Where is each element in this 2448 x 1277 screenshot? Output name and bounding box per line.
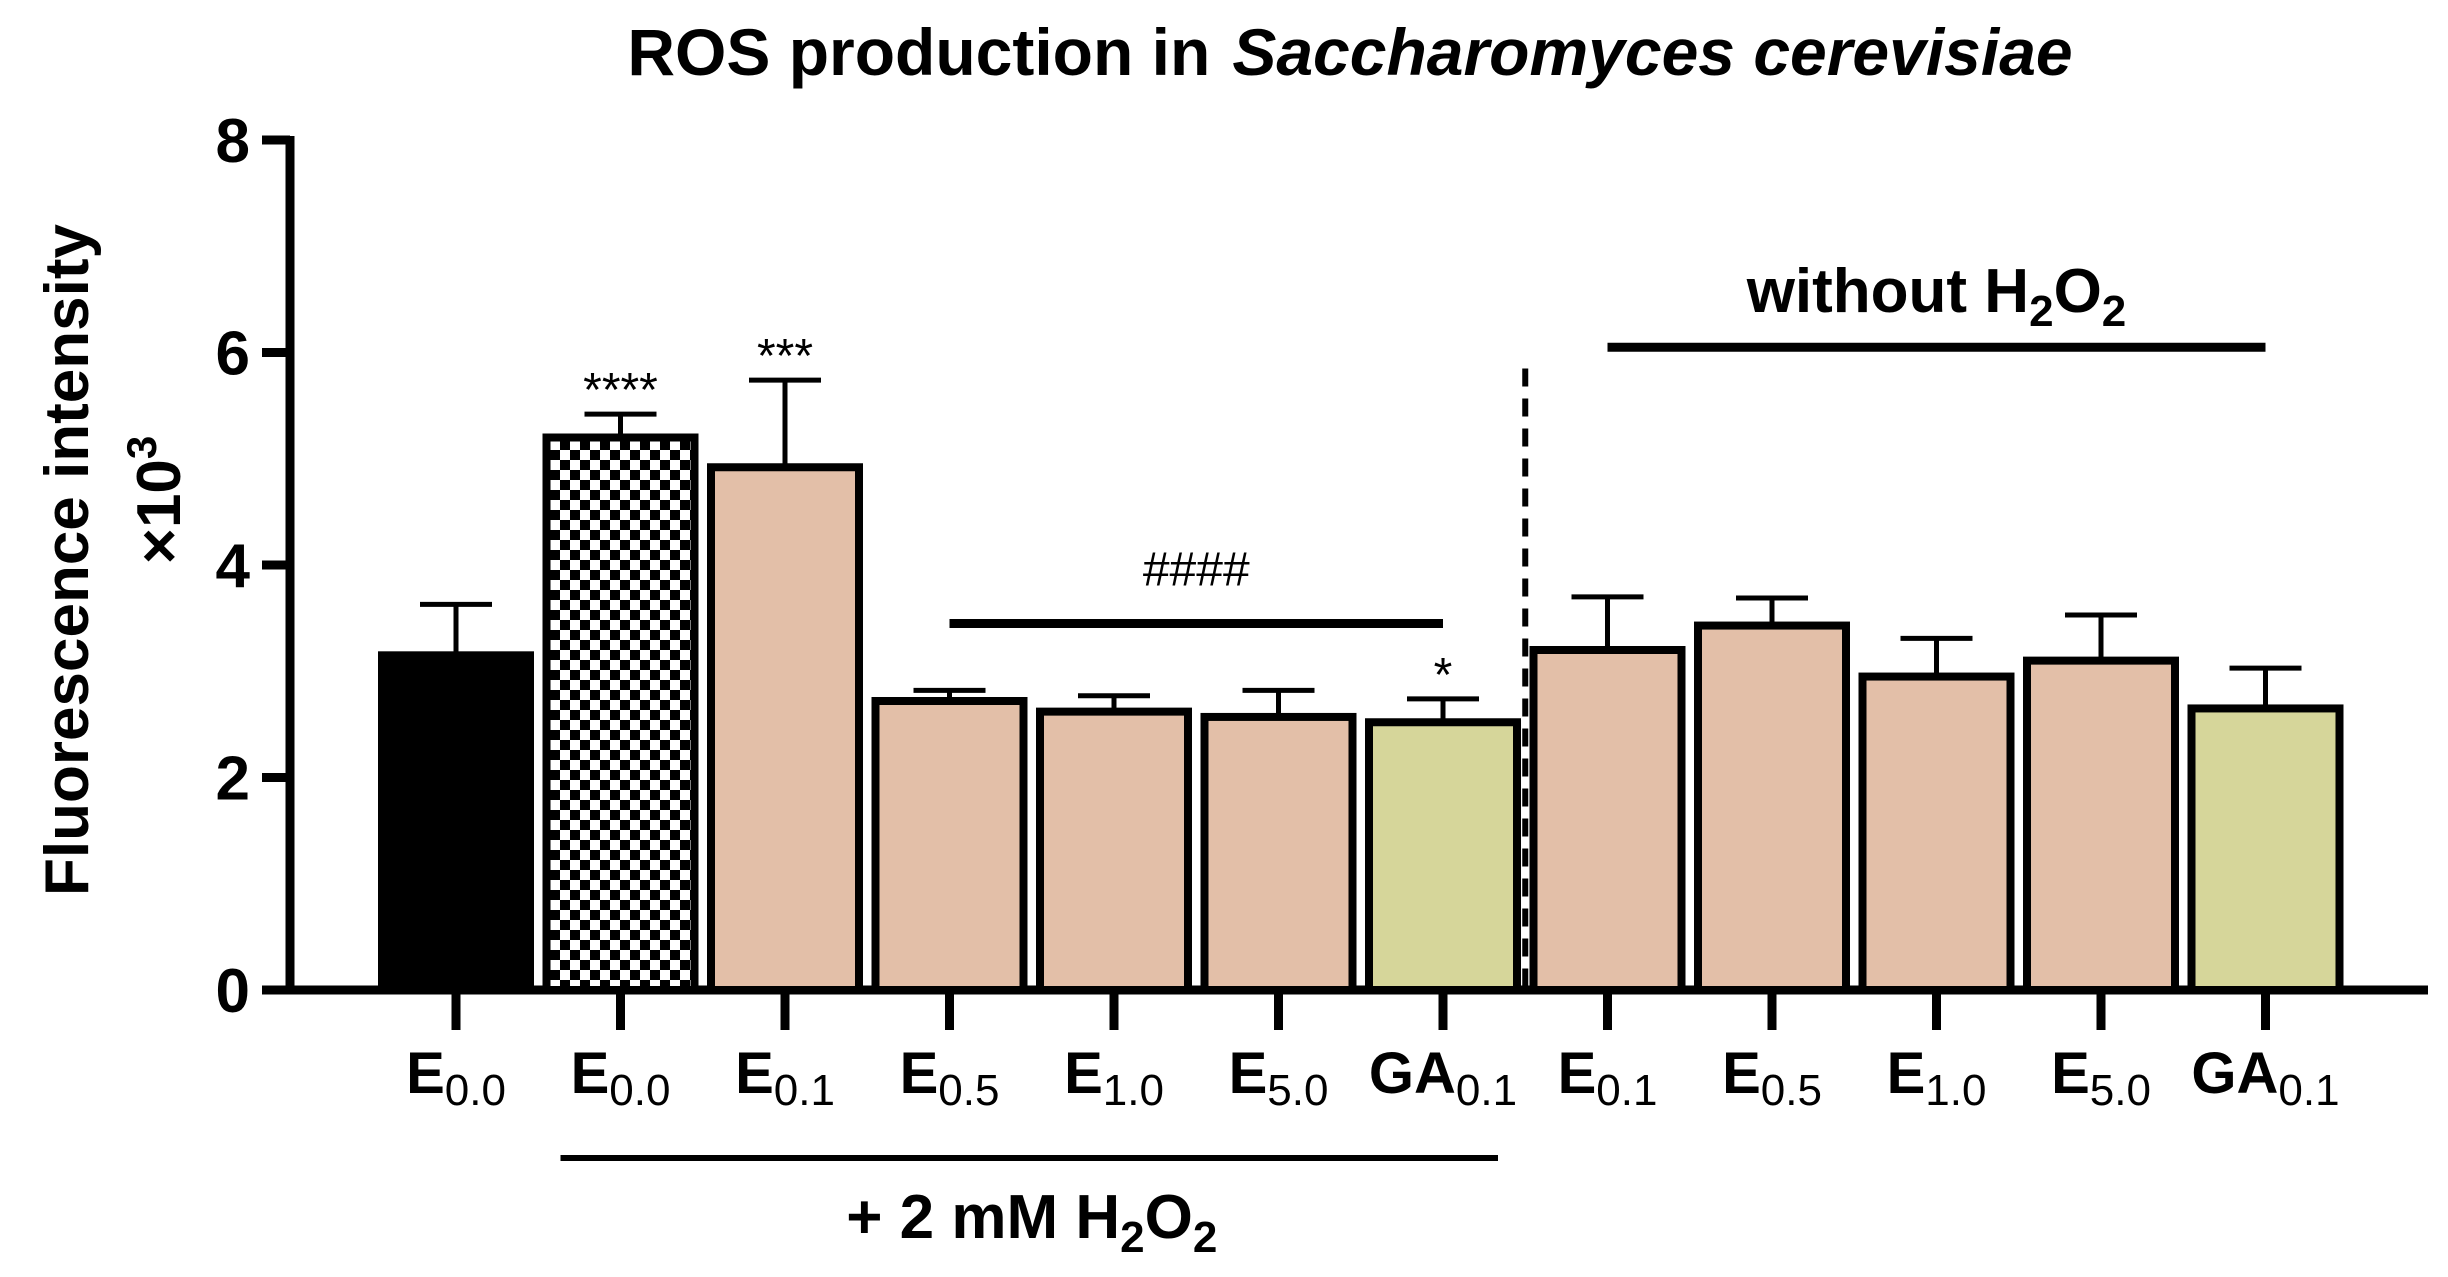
annotations: ********: [583, 330, 1452, 702]
x-tick-label-main: E: [900, 1041, 939, 1106]
x-tick-label: E0.1: [735, 1041, 835, 1115]
chart-title-prefix: ROS production in: [627, 15, 1210, 89]
y-axis-unit-prefix: ×10: [125, 459, 194, 564]
x-tick-label-main: E: [1558, 1041, 1597, 1106]
x-ticks: E0.0 E0.0 E0.1 E0.5 E1.0 E5.0 GA0.1 E0.1 E0.5 E1.…: [406, 990, 2340, 1115]
without-h2o2-prefix: without H: [1746, 257, 2029, 326]
x-tick-label: E5.0: [2051, 1041, 2151, 1115]
bar: [1036, 707, 1192, 994]
x-tick-label-sub: 0.1: [1456, 1066, 1517, 1115]
x-tick-label-main: GA: [1369, 1041, 1456, 1106]
x-tick-label-main: E: [1887, 1041, 1926, 1106]
x-tick-label-main: E: [571, 1041, 610, 1106]
x-tick-label-main: E: [406, 1041, 445, 1106]
significance-annotation: *: [1434, 649, 1453, 702]
x-tick-label-sub: 5.0: [2090, 1066, 2151, 1115]
without-h2o2-label: without H2O2: [1746, 257, 2127, 336]
x-tick-label-sub: 0.1: [2278, 1066, 2339, 1115]
x-tick-label-main: GA: [2191, 1041, 2278, 1106]
bar: [378, 651, 534, 994]
svg-text:×103: ×103: [118, 436, 194, 565]
x-tick-label-sub: 1.0: [1103, 1066, 1164, 1115]
x-tick-label-sub: 0.5: [938, 1066, 999, 1115]
y-tick-label: 2: [216, 745, 250, 814]
chart-title: ROS production in Saccharomyces cerevisia…: [627, 15, 2072, 89]
significance-annotation: ****: [583, 364, 658, 417]
significance-annotation: ***: [757, 330, 813, 383]
x-tick-label: GA0.1: [2191, 1041, 2339, 1115]
without-h2o2-sub2: 2: [2102, 287, 2126, 336]
y-tick-label: 8: [216, 107, 250, 176]
with-h2o2-mid: O: [1145, 1183, 1193, 1252]
chart-title-species: Saccharomyces cerevisiae: [1232, 15, 2072, 89]
x-tick-label-main: E: [2051, 1041, 2090, 1106]
y-axis-label-line1: Fluorescence intensity: [33, 224, 102, 896]
y-axis-unit-sup: 3: [118, 436, 165, 459]
bar: [1200, 712, 1357, 994]
x-tick-label-main: E: [1064, 1041, 1103, 1106]
x-tick-label-sub: 0.0: [609, 1066, 670, 1115]
x-tick-label: E0.0: [406, 1041, 506, 1115]
y-axis-label: Fluorescence intensity: [33, 224, 102, 896]
with-h2o2-label: + 2 mM H2O2: [846, 1183, 1217, 1262]
y-tick-label: 6: [216, 320, 250, 389]
bar: [1529, 646, 1686, 994]
significance-label: ####: [1143, 543, 1250, 596]
bar: [2023, 656, 2179, 994]
x-tick-label: E1.0: [1064, 1041, 1164, 1115]
x-tick-label: GA0.1: [1369, 1041, 1517, 1115]
bar: [542, 433, 699, 994]
y-ticks: 0 2 4 6 8: [216, 107, 290, 1026]
bar: [707, 463, 863, 994]
x-tick-label-sub: 0.1: [774, 1066, 835, 1115]
y-tick-label: 4: [216, 532, 251, 601]
x-tick-label-main: E: [1722, 1041, 1761, 1106]
with-h2o2-prefix: + 2 mM H: [846, 1183, 1120, 1252]
bar: [1694, 621, 1850, 994]
x-tick-label-main: E: [1229, 1041, 1268, 1106]
x-tick-label-sub: 5.0: [1267, 1066, 1328, 1115]
x-tick-label: E0.1: [1558, 1041, 1658, 1115]
x-tick-label: E5.0: [1229, 1041, 1329, 1115]
bars: [378, 377, 2344, 994]
without-h2o2-sub1: 2: [2029, 287, 2053, 336]
x-tick-label-sub: 0.5: [1761, 1066, 1822, 1115]
x-tick-label: E0.5: [1722, 1041, 1822, 1115]
x-tick-label-sub: 0.0: [445, 1066, 506, 1115]
without-h2o2-mid: O: [2054, 257, 2102, 326]
with-h2o2-sub1: 2: [1120, 1213, 1144, 1262]
bar: [1365, 718, 1521, 994]
bar: [871, 697, 1028, 994]
x-tick-label-main: E: [735, 1041, 774, 1106]
with-h2o2-sub2: 2: [1193, 1213, 1217, 1262]
x-tick-label: E1.0: [1887, 1041, 1987, 1115]
x-tick-label-sub: 0.1: [1596, 1066, 1657, 1115]
bar: [2187, 704, 2344, 994]
bar: [1858, 672, 2015, 994]
y-tick-label: 0: [216, 957, 250, 1026]
y-axis-label-unit: ×103: [118, 436, 194, 565]
x-tick-label-sub: 1.0: [1925, 1066, 1986, 1115]
x-tick-label: E0.0: [571, 1041, 671, 1115]
x-tick-label: E0.5: [900, 1041, 1000, 1115]
